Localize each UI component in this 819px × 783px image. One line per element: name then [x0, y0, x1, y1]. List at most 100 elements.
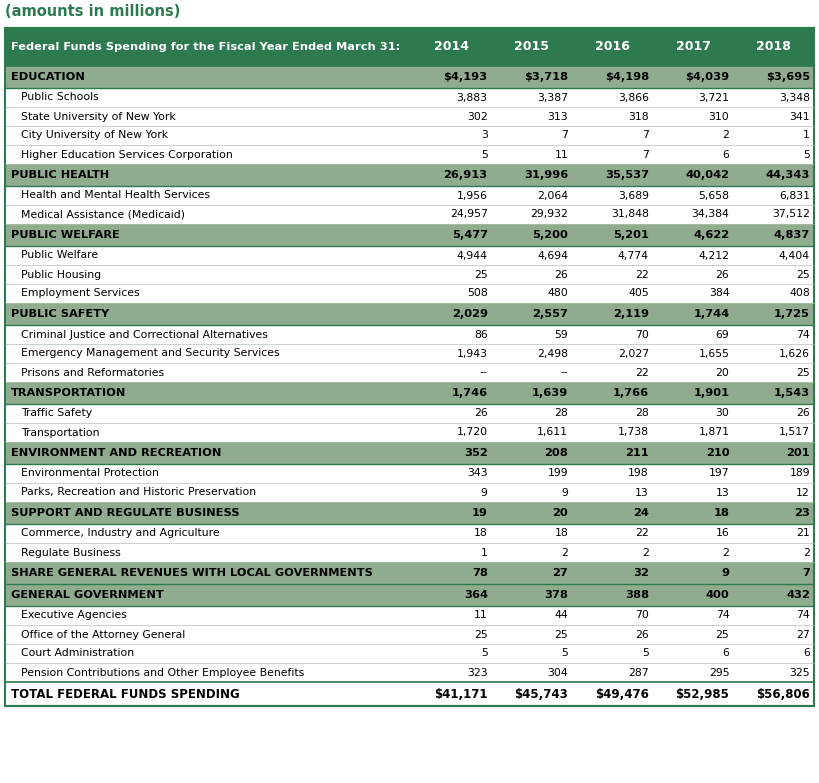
Text: 1,943: 1,943 [457, 348, 487, 359]
Text: 26: 26 [474, 409, 487, 418]
Text: $52,985: $52,985 [676, 687, 730, 701]
Text: 11: 11 [474, 611, 487, 620]
Text: $4,193: $4,193 [444, 72, 487, 82]
Text: 31,996: 31,996 [524, 170, 568, 180]
Bar [5, 524, 814, 543]
Text: 32: 32 [633, 568, 649, 578]
Text: 302: 302 [467, 111, 487, 121]
Text: 70: 70 [635, 611, 649, 620]
Bar [5, 224, 814, 246]
Text: 199: 199 [548, 468, 568, 478]
Text: 5: 5 [803, 150, 810, 160]
Bar [5, 107, 814, 126]
Text: 27: 27 [796, 630, 810, 640]
Text: 5,477: 5,477 [452, 230, 487, 240]
Text: Public Housing: Public Housing [21, 269, 101, 280]
Text: 20: 20 [716, 367, 730, 377]
Text: $3,718: $3,718 [524, 72, 568, 82]
Bar [5, 88, 814, 107]
Text: 26: 26 [796, 409, 810, 418]
Text: 4,774: 4,774 [618, 251, 649, 261]
Text: Commerce, Industry and Agriculture: Commerce, Industry and Agriculture [21, 529, 219, 539]
Text: 198: 198 [628, 468, 649, 478]
Text: 6,831: 6,831 [779, 190, 810, 200]
Bar [5, 483, 814, 502]
Text: $45,743: $45,743 [514, 687, 568, 701]
Text: 2: 2 [642, 547, 649, 557]
Bar [5, 303, 814, 325]
Text: 28: 28 [554, 409, 568, 418]
Text: Office of the Attorney General: Office of the Attorney General [21, 630, 185, 640]
Text: 480: 480 [548, 288, 568, 298]
Text: 5,200: 5,200 [532, 230, 568, 240]
Text: 208: 208 [545, 448, 568, 458]
Text: 25: 25 [474, 269, 487, 280]
Text: $4,039: $4,039 [686, 72, 730, 82]
Text: $56,806: $56,806 [756, 687, 810, 701]
Bar [5, 464, 814, 483]
Text: Public Schools: Public Schools [21, 92, 99, 103]
Text: Employment Services: Employment Services [21, 288, 139, 298]
Text: Court Administration: Court Administration [21, 648, 134, 659]
Text: Emergency Management and Security Services: Emergency Management and Security Servic… [21, 348, 279, 359]
Text: 2: 2 [561, 547, 568, 557]
Text: 1: 1 [803, 131, 810, 140]
Text: GENERAL GOVERNMENT: GENERAL GOVERNMENT [11, 590, 164, 600]
Text: 189: 189 [790, 468, 810, 478]
Text: Public Welfare: Public Welfare [21, 251, 98, 261]
Text: City University of New York: City University of New York [21, 131, 168, 140]
Text: 30: 30 [716, 409, 730, 418]
Text: 13: 13 [635, 488, 649, 497]
Bar [5, 344, 814, 363]
Text: 74: 74 [796, 611, 810, 620]
Text: Medical Assistance (Medicaid): Medical Assistance (Medicaid) [21, 210, 185, 219]
Text: 22: 22 [635, 529, 649, 539]
Text: 2: 2 [722, 131, 730, 140]
Text: 31,848: 31,848 [611, 210, 649, 219]
Text: 3,721: 3,721 [699, 92, 730, 103]
Text: 508: 508 [467, 288, 487, 298]
Text: 28: 28 [635, 409, 649, 418]
Text: Regulate Business: Regulate Business [21, 547, 120, 557]
Text: $49,476: $49,476 [595, 687, 649, 701]
Text: Federal Funds Spending for the Fiscal Year Ended March 31:: Federal Funds Spending for the Fiscal Ye… [11, 42, 400, 52]
Text: 21: 21 [796, 529, 810, 539]
Text: 26: 26 [716, 269, 730, 280]
Text: 26: 26 [554, 269, 568, 280]
Text: 388: 388 [625, 590, 649, 600]
Text: 1,766: 1,766 [613, 388, 649, 398]
Text: 4,404: 4,404 [779, 251, 810, 261]
Text: $3,695: $3,695 [766, 72, 810, 82]
Text: SHARE GENERAL REVENUES WITH LOCAL GOVERNMENTS: SHARE GENERAL REVENUES WITH LOCAL GOVERN… [11, 568, 373, 578]
Text: 5: 5 [481, 150, 487, 160]
Text: 20: 20 [553, 508, 568, 518]
Text: 1,720: 1,720 [456, 428, 487, 438]
Text: 3,883: 3,883 [457, 92, 487, 103]
Text: 7: 7 [802, 568, 810, 578]
Bar [5, 682, 814, 706]
Text: 287: 287 [628, 667, 649, 677]
Bar [5, 186, 814, 205]
Text: 29,932: 29,932 [531, 210, 568, 219]
Text: 1,901: 1,901 [694, 388, 730, 398]
Text: 4,837: 4,837 [774, 230, 810, 240]
Bar [5, 625, 814, 644]
Text: 2,029: 2,029 [452, 309, 487, 319]
Text: Traffic Safety: Traffic Safety [21, 409, 92, 418]
Text: 18: 18 [554, 529, 568, 539]
Text: 432: 432 [786, 590, 810, 600]
Text: 5: 5 [561, 648, 568, 659]
Text: Environmental Protection: Environmental Protection [21, 468, 159, 478]
Text: 1: 1 [481, 547, 487, 557]
Text: 1,744: 1,744 [694, 309, 730, 319]
Text: $4,198: $4,198 [604, 72, 649, 82]
Text: 44,343: 44,343 [766, 170, 810, 180]
Bar [5, 562, 814, 584]
Text: 22: 22 [635, 269, 649, 280]
Text: ENVIRONMENT AND RECREATION: ENVIRONMENT AND RECREATION [11, 448, 221, 458]
Text: 2,498: 2,498 [537, 348, 568, 359]
Text: --: -- [560, 367, 568, 377]
Text: 4,622: 4,622 [694, 230, 730, 240]
Text: 304: 304 [548, 667, 568, 677]
Text: 197: 197 [708, 468, 730, 478]
